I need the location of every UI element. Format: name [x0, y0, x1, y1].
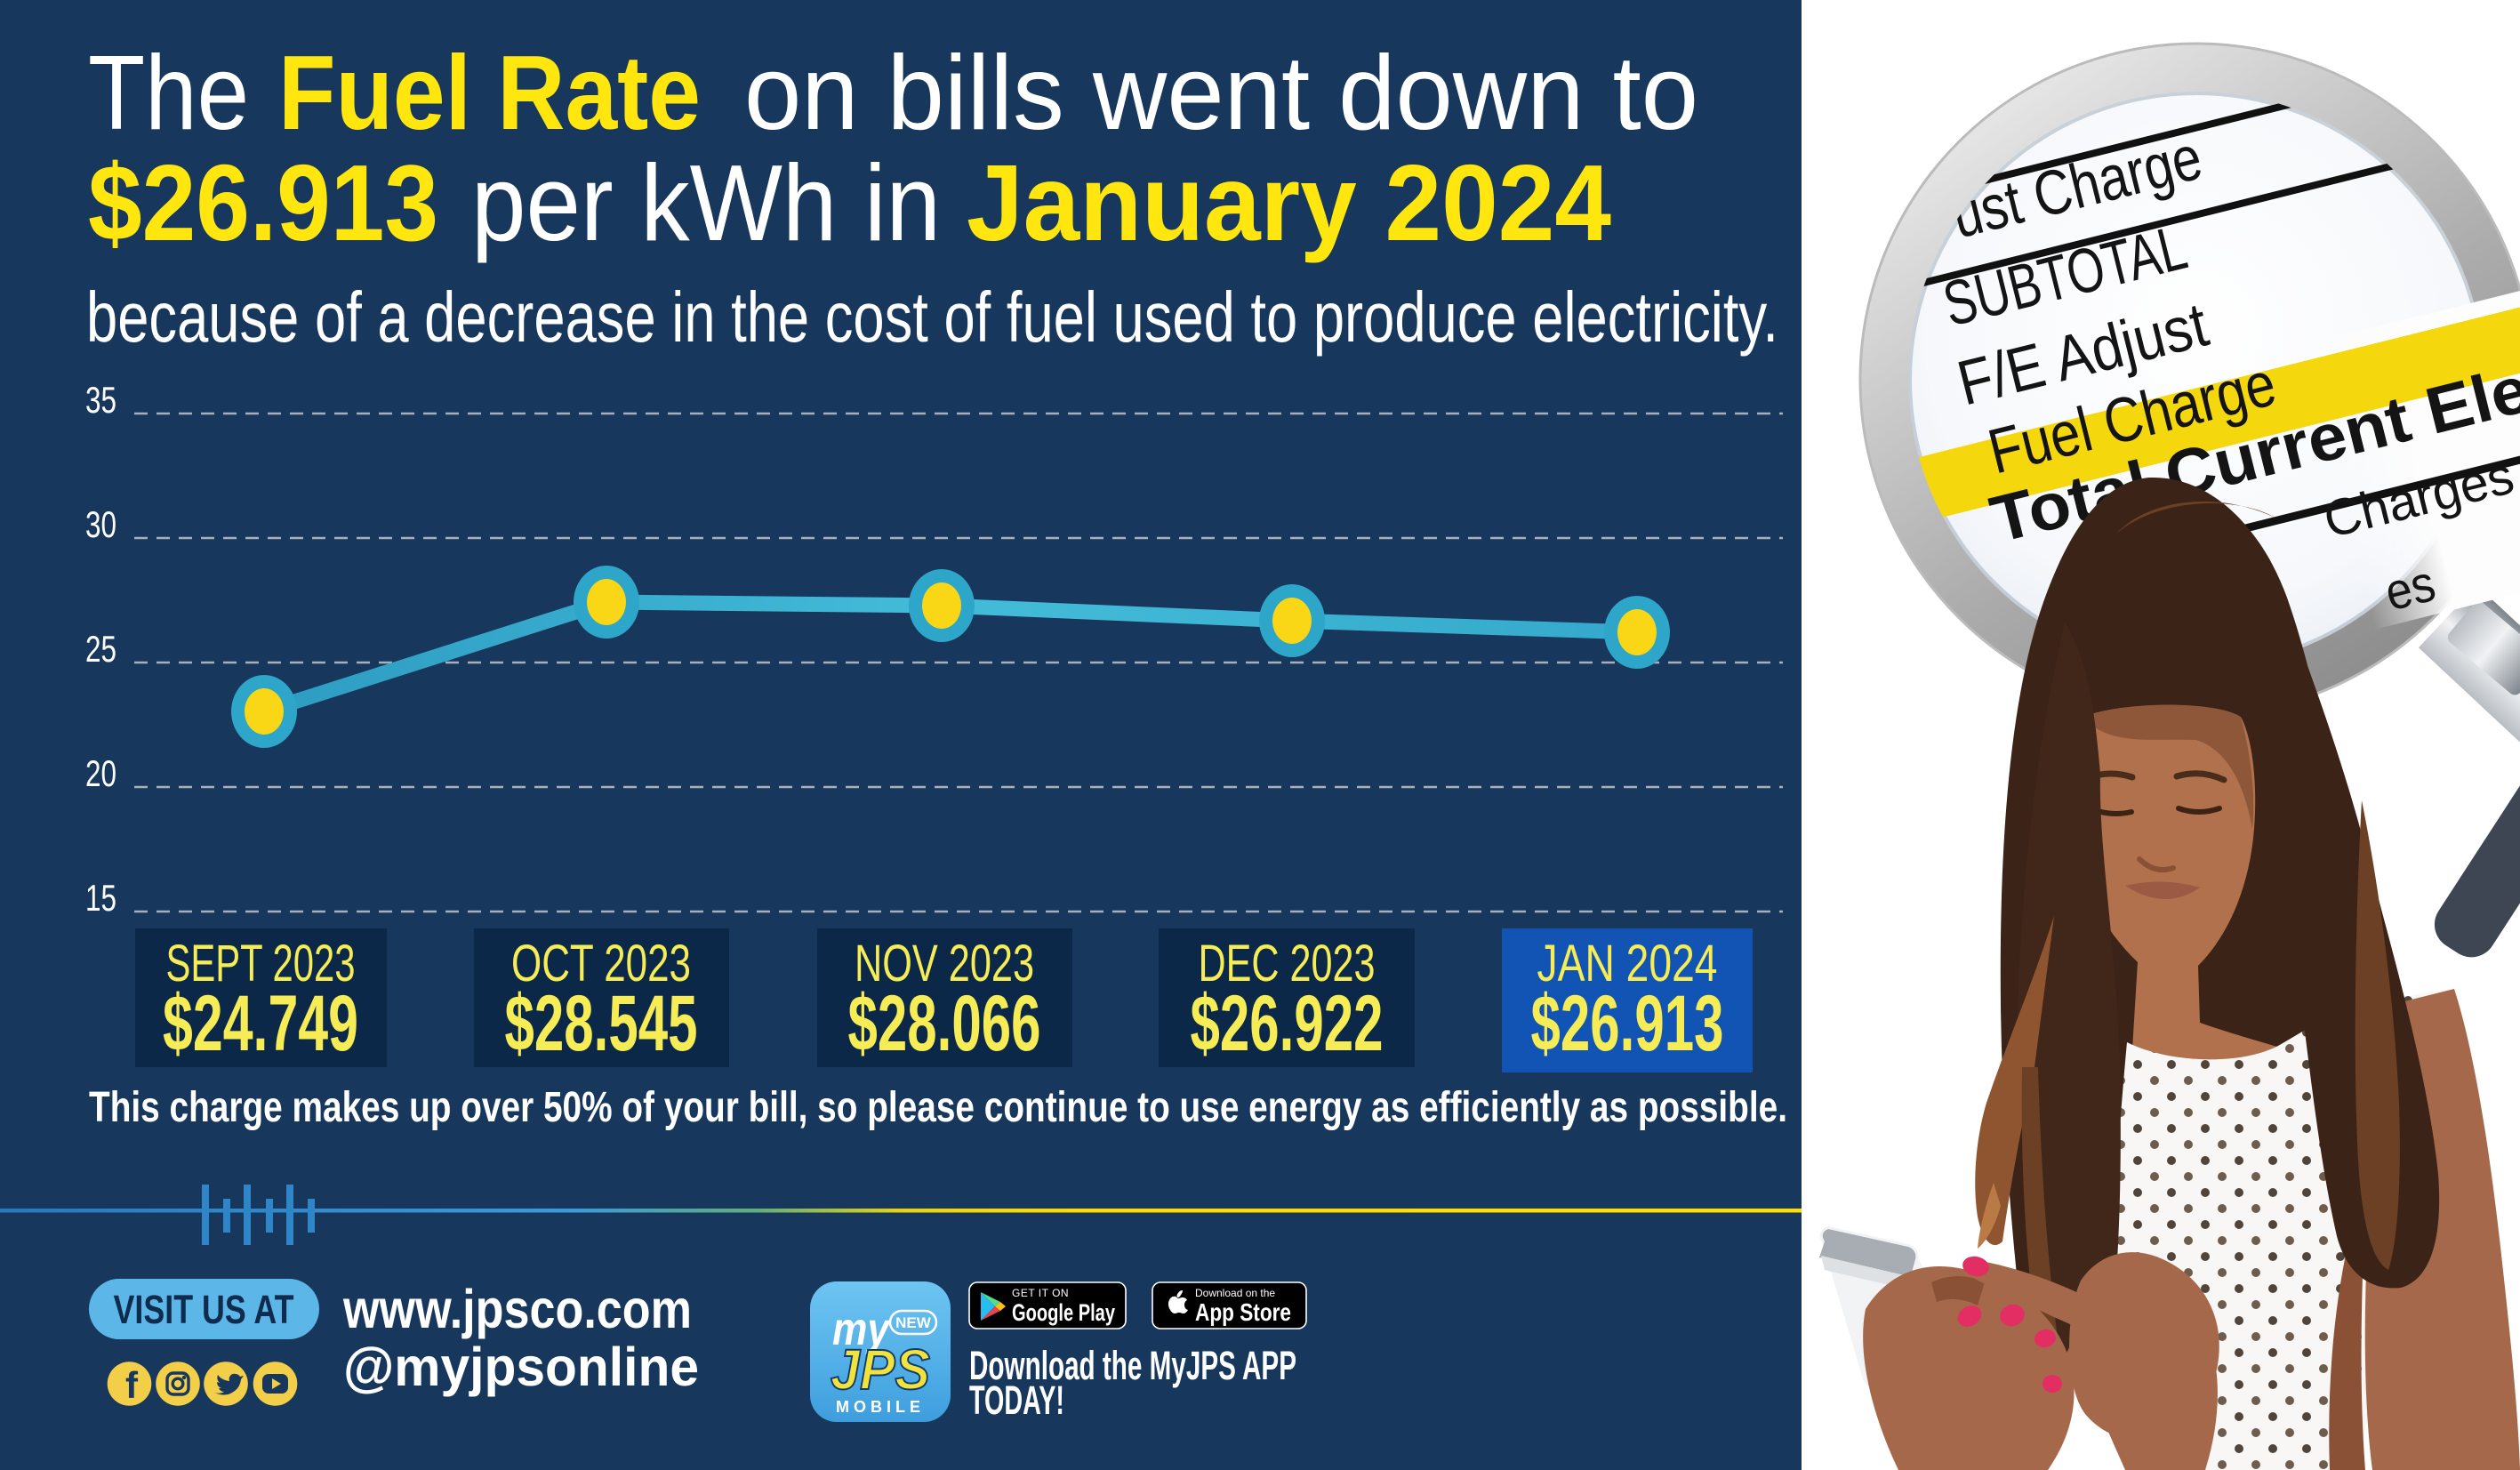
svg-text:@myjpsonline: @myjpsonline [343, 1337, 699, 1397]
svg-text:Fuel Rate: Fuel Rate [278, 34, 701, 152]
svg-text:my: my [832, 1304, 892, 1355]
svg-text:30: 30 [85, 503, 116, 545]
svg-text:Google Play: Google Play [1012, 1299, 1115, 1326]
svg-text:NEW: NEW [895, 1314, 932, 1331]
svg-text:The: The [88, 34, 249, 152]
svg-text:January 2024: January 2024 [967, 142, 1611, 263]
svg-text:NOV 2023: NOV 2023 [855, 935, 1034, 992]
svg-text:SEPT 2023: SEPT 2023 [166, 935, 356, 992]
svg-text:App Store: App Store [1195, 1298, 1291, 1326]
svg-text:$28.066: $28.066 [848, 978, 1041, 1067]
svg-text:$26.913: $26.913 [88, 142, 438, 263]
svg-text:$26.922: $26.922 [1191, 978, 1384, 1067]
svg-text:JAN 2024: JAN 2024 [1537, 935, 1718, 992]
svg-text:because of a decrease in the c: because of a decrease in the cost of fue… [86, 277, 1778, 357]
svg-text:Download on the: Download on the [1195, 1287, 1275, 1299]
svg-text:35: 35 [85, 379, 116, 421]
svg-text:MOBILE: MOBILE [836, 1398, 925, 1416]
svg-text:per kWh in: per kWh in [471, 142, 941, 263]
svg-text:$26.913: $26.913 [1531, 978, 1724, 1067]
svg-text:This charge makes up over 50%: This charge makes up over 50% of your bi… [89, 1084, 1787, 1131]
svg-text:20: 20 [85, 752, 116, 794]
svg-text:f: f [125, 1364, 139, 1406]
svg-text:OCT 2023: OCT 2023 [511, 935, 691, 992]
svg-text:VISIT US AT: VISIT US AT [114, 1287, 294, 1332]
svg-text:$28.545: $28.545 [505, 978, 698, 1067]
svg-text:www.jpsco.com: www.jpsco.com [342, 1279, 692, 1339]
svg-text:15: 15 [85, 877, 116, 919]
svg-text:Download the MyJPS APP: Download the MyJPS APP [969, 1343, 1296, 1388]
svg-text:$24.749: $24.749 [163, 978, 358, 1067]
svg-text:on bills went down to: on bills went down to [744, 34, 1698, 152]
svg-text:TODAY!: TODAY! [969, 1378, 1064, 1423]
svg-text:JPS: JPS [831, 1337, 930, 1402]
svg-text:25: 25 [85, 628, 116, 670]
svg-text:DEC 2023: DEC 2023 [1199, 935, 1376, 992]
svg-text:GET IT ON: GET IT ON [1012, 1287, 1069, 1299]
